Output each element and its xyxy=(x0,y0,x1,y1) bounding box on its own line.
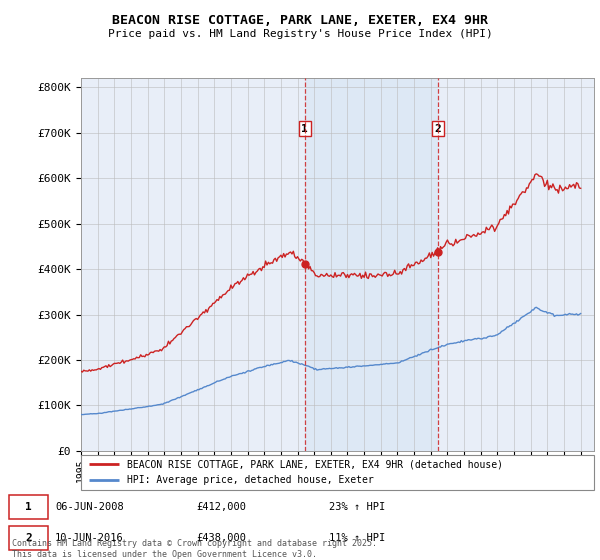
Text: £412,000: £412,000 xyxy=(196,502,247,512)
Text: 2: 2 xyxy=(25,533,32,543)
Bar xyxy=(305,78,438,451)
Text: 10-JUN-2016: 10-JUN-2016 xyxy=(55,533,124,543)
FancyBboxPatch shape xyxy=(81,455,594,490)
Text: HPI: Average price, detached house, Exeter: HPI: Average price, detached house, Exet… xyxy=(127,475,374,486)
Text: 11% ↑ HPI: 11% ↑ HPI xyxy=(329,533,385,543)
FancyBboxPatch shape xyxy=(9,494,48,519)
Text: £438,000: £438,000 xyxy=(196,533,247,543)
Text: Contains HM Land Registry data © Crown copyright and database right 2025.
This d: Contains HM Land Registry data © Crown c… xyxy=(12,539,377,559)
Text: 23% ↑ HPI: 23% ↑ HPI xyxy=(329,502,385,512)
Text: 1: 1 xyxy=(25,502,32,512)
Text: 06-JUN-2008: 06-JUN-2008 xyxy=(55,502,124,512)
Text: BEACON RISE COTTAGE, PARK LANE, EXETER, EX4 9HR: BEACON RISE COTTAGE, PARK LANE, EXETER, … xyxy=(112,14,488,27)
Text: BEACON RISE COTTAGE, PARK LANE, EXETER, EX4 9HR (detached house): BEACON RISE COTTAGE, PARK LANE, EXETER, … xyxy=(127,459,503,469)
Text: 2: 2 xyxy=(435,124,442,134)
FancyBboxPatch shape xyxy=(9,526,48,550)
Text: 1: 1 xyxy=(301,124,308,134)
Text: Price paid vs. HM Land Registry's House Price Index (HPI): Price paid vs. HM Land Registry's House … xyxy=(107,29,493,39)
